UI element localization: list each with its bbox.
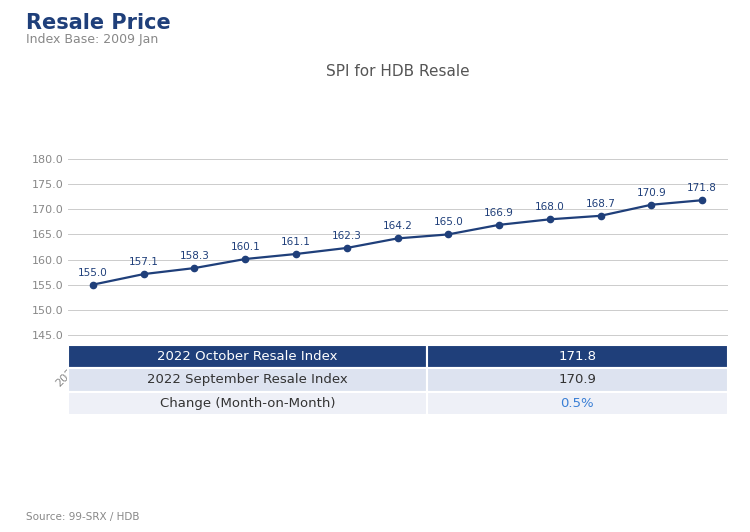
Text: 171.8: 171.8 — [558, 350, 596, 363]
Bar — [68, 392, 428, 415]
Text: 170.9: 170.9 — [637, 188, 666, 198]
Text: 155.0: 155.0 — [78, 268, 108, 278]
Text: 171.8: 171.8 — [687, 184, 717, 193]
Text: 2022 October Resale Index: 2022 October Resale Index — [157, 350, 338, 363]
Text: 162.3: 162.3 — [332, 231, 362, 241]
Text: 160.1: 160.1 — [230, 242, 260, 252]
Text: 164.2: 164.2 — [382, 221, 412, 231]
Text: 165.0: 165.0 — [433, 218, 464, 228]
Text: 168.0: 168.0 — [535, 202, 565, 212]
Bar — [427, 345, 728, 368]
Text: 157.1: 157.1 — [129, 257, 158, 267]
Text: 170.9: 170.9 — [559, 373, 596, 386]
Bar — [68, 345, 428, 368]
Text: 166.9: 166.9 — [484, 208, 514, 218]
Text: 161.1: 161.1 — [281, 237, 311, 247]
Text: Source: 99-SRX / HDB: Source: 99-SRX / HDB — [26, 512, 140, 522]
Text: Change (Month-on-Month): Change (Month-on-Month) — [160, 397, 335, 410]
Bar — [68, 368, 428, 392]
Text: SPI for HDB Resale: SPI for HDB Resale — [326, 64, 470, 79]
Text: 158.3: 158.3 — [179, 251, 209, 261]
Text: 2022 September Resale Index: 2022 September Resale Index — [147, 373, 348, 386]
Text: Index Base: 2009 Jan: Index Base: 2009 Jan — [26, 33, 158, 46]
Bar — [427, 392, 728, 415]
Text: Resale Price: Resale Price — [26, 13, 171, 34]
Text: 168.7: 168.7 — [586, 199, 616, 209]
Text: 0.5%: 0.5% — [560, 397, 594, 410]
Bar — [427, 368, 728, 392]
